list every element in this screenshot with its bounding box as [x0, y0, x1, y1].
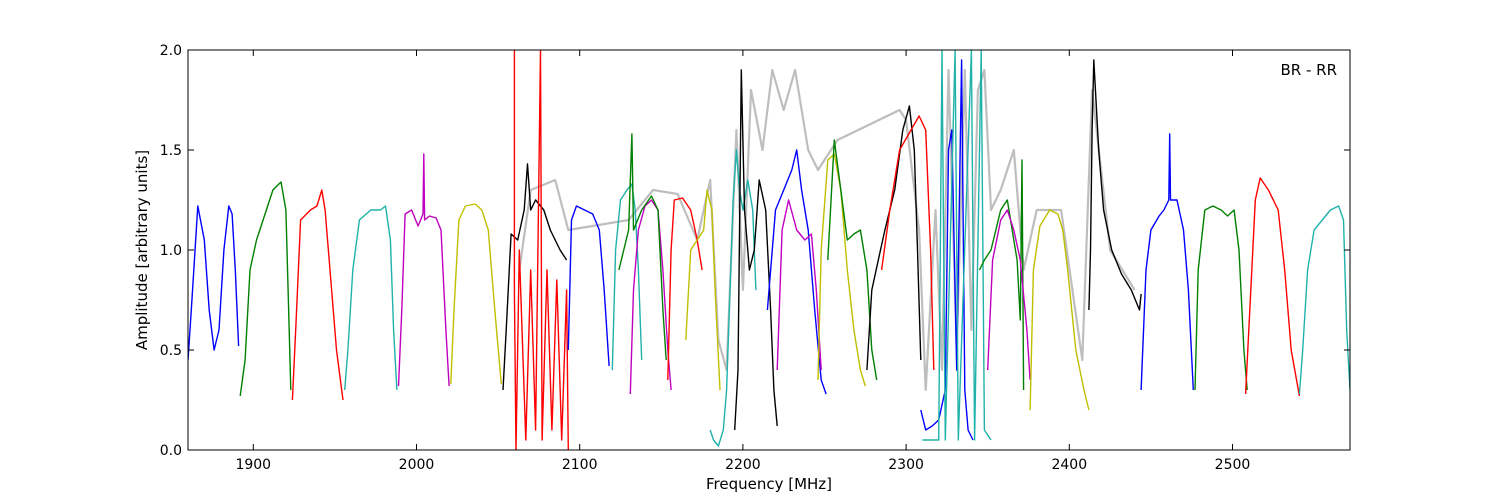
series-line-12	[618, 133, 667, 361]
series-line-8	[513, 50, 569, 450]
series-line-24	[922, 50, 992, 441]
series-line-2	[239, 181, 292, 397]
annotation-label: BR - RR	[1280, 61, 1337, 79]
y-tick-label: 1.0	[160, 243, 182, 259]
series-line-18	[776, 199, 822, 371]
x-tick-label: 2500	[1215, 457, 1251, 473]
x-tick-label: 2200	[725, 457, 761, 473]
x-tick-label: 2000	[399, 457, 435, 473]
x-tick-label: 2100	[562, 457, 598, 473]
series-line-28	[1088, 59, 1142, 311]
series-line-21	[866, 105, 922, 371]
series-line-10	[611, 183, 643, 371]
series-line-17	[766, 149, 827, 395]
x-tick-label: 2300	[888, 457, 924, 473]
series-line-32	[1298, 205, 1350, 395]
y-tick-label: 0.5	[160, 343, 182, 359]
series-line-7	[502, 163, 568, 391]
y-axis-ticks: 0.0 0.5 1.0 1.5 2.0	[160, 43, 1350, 459]
series-line-5	[397, 153, 450, 387]
x-tick-label: 2400	[1051, 457, 1087, 473]
series-layer	[188, 50, 1350, 450]
y-tick-label: 2.0	[160, 43, 182, 59]
series-line-22	[880, 115, 935, 371]
series-line-11	[629, 199, 672, 395]
x-axis-label: Frequency [MHz]	[706, 475, 832, 493]
series-line-27	[1029, 209, 1090, 411]
series-line-3	[291, 189, 344, 401]
series-line-14	[685, 189, 721, 391]
series-line-31	[1244, 177, 1301, 397]
series-line-0	[518, 68, 1136, 392]
series-line-30	[1194, 205, 1248, 391]
series-line-26	[987, 209, 1031, 381]
series-line-1	[188, 205, 240, 361]
plot-frame	[187, 49, 1351, 451]
x-tick-label: 1900	[235, 457, 271, 473]
series-line-20	[827, 139, 878, 381]
series-line-19	[817, 153, 866, 387]
series-line-4	[344, 205, 398, 391]
series-line-13	[667, 197, 703, 381]
series-line-29	[1140, 133, 1194, 391]
series-line-15	[709, 149, 757, 447]
series-line-9	[567, 205, 610, 367]
y-axis-label: Amplitude [arbitrary units]	[133, 150, 151, 350]
series-line-16	[734, 69, 778, 431]
series-line-6	[450, 203, 502, 385]
y-tick-label: 0.0	[160, 443, 182, 459]
series-line-23	[920, 59, 974, 441]
x-axis-ticks: 1900 2000 2100 2200 2300 2400 2500	[235, 50, 1250, 473]
y-tick-label: 1.5	[160, 143, 182, 159]
